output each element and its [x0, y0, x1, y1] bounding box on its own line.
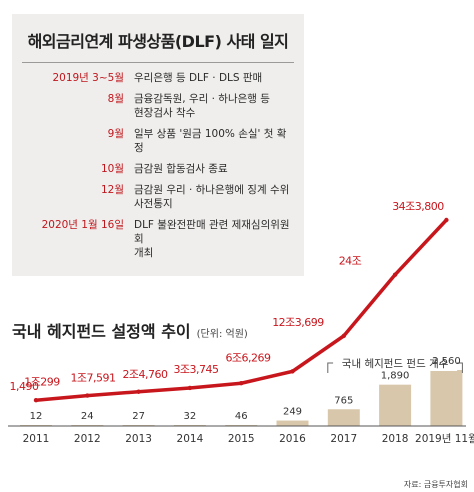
timeline-date: 2020년 1월 16일	[41, 219, 124, 231]
fund-count-bar	[430, 370, 463, 426]
timeline-text: DLF 불완전판매 관련 제재심의위원회 개최	[134, 219, 290, 259]
fund-count-label: 765	[334, 395, 353, 406]
fund-count-label: 12	[30, 411, 43, 422]
timeline-item: 2020년 1월 16일 DLF 불완전판매 관련 제재심의위원회 개최	[22, 218, 294, 260]
chart-title-text: 국내 헤지펀드 설정액 추이	[12, 322, 191, 341]
x-tick-label: 2013	[125, 433, 152, 445]
dlf-timeline-box: 해외금리연계 파생상품(DLF) 사태 일지 2019년 3~5월 우리은행 등…	[12, 14, 304, 276]
fund-count-bar	[225, 424, 258, 426]
fund-count-bar	[327, 409, 360, 426]
x-tick-labels: 2011 2012 2013 2014 2015 2016 2017 2018 2019년 11…	[23, 433, 474, 445]
timeline-item: 12월 금감원 우리 · 하나은행에 징계 수위 사전통지	[22, 183, 294, 211]
timeline-date: 8월	[107, 93, 124, 105]
timeline-text: 금감원 합동검사 종료	[134, 163, 228, 175]
fund-count-bar	[276, 420, 309, 426]
amount-label: 6조6,269	[225, 351, 271, 364]
amount-point	[187, 385, 193, 391]
x-tick-label: 2018	[382, 433, 409, 445]
fund-count-label: 249	[283, 407, 302, 418]
x-tick-label: 2017	[330, 433, 357, 445]
amount-point	[290, 369, 295, 374]
fund-count-label: 24	[81, 411, 94, 422]
amount-label: 34조3,800	[392, 200, 444, 213]
x-tick-label: 2011	[23, 433, 50, 445]
timeline-text: 금감원 우리 · 하나은행에 징계 수위 사전통지	[134, 184, 290, 210]
amount-label: 1조299	[24, 376, 60, 389]
timeline-item: 10월 금감원 합동검사 종료	[22, 162, 294, 176]
legend-backdrop	[333, 353, 458, 371]
x-tick-label: 2014	[177, 433, 204, 445]
bar-series-fund-count	[20, 370, 463, 426]
timeline-item: 8월 금융감독원, 우리 · 하나은행 등 현장검사 착수	[22, 92, 294, 120]
timeline-item: 9월 일부 상품 '원금 100% 손실' 첫 확정	[22, 127, 294, 155]
timeline-date: 2019년 3~5월	[52, 72, 124, 84]
legend-label: 국내 헤지펀드 펀드 개수	[342, 357, 449, 370]
bar-legend: 국내 헤지펀드 펀드 개수	[327, 353, 463, 373]
amount-point	[239, 381, 244, 386]
amount-point	[392, 272, 398, 277]
fund-count-label: 1,890	[381, 371, 410, 382]
fund-count-label: 27	[132, 411, 145, 422]
timeline-title: 해외금리연계 파생상품(DLF) 사태 일지	[27, 32, 289, 51]
timeline-text: 금융감독원, 우리 · 하나은행 등 현장검사 착수	[134, 93, 270, 119]
timeline-divider	[22, 62, 294, 63]
amount-label: 1조7,591	[70, 372, 115, 385]
fund-count-bar	[379, 384, 412, 426]
amount-label: 2조4,760	[122, 368, 168, 381]
amount-label: 1,490	[10, 380, 39, 393]
timeline-text: 일부 상품 '원금 100% 손실' 첫 확정	[134, 128, 287, 154]
amount-point	[136, 389, 141, 394]
fund-count-label: 46	[235, 411, 248, 422]
fund-count-label: 32	[184, 411, 197, 422]
amount-point	[33, 398, 39, 403]
chart-unit: (단위: 억원)	[196, 329, 248, 340]
amount-point	[341, 333, 346, 339]
timeline-list: 2019년 3~5월 우리은행 등 DLF · DLS 판매 8월 금융감독원,…	[22, 71, 294, 260]
amount-point	[444, 217, 449, 223]
line-series-amount	[33, 217, 449, 403]
timeline-date: 10월	[100, 163, 124, 175]
source-note: 자료: 금융투자협회	[403, 480, 468, 489]
amount-label: 3조3,745	[173, 363, 219, 376]
timeline-date: 12월	[100, 184, 124, 196]
timeline-text: 우리은행 등 DLF · DLS 판매	[134, 72, 263, 84]
timeline-date: 9월	[107, 128, 124, 140]
x-tick-label: 2015	[228, 433, 255, 445]
timeline-item: 2019년 3~5월 우리은행 등 DLF · DLS 판매	[22, 71, 294, 85]
amount-label: 12조3,699	[272, 316, 324, 329]
x-tick-label: 2019년 11월	[415, 433, 474, 445]
x-tick-label: 2012	[74, 433, 101, 445]
chart-title: 국내 헤지펀드 설정액 추이 (단위: 억원)	[12, 318, 248, 342]
x-tick-label: 2016	[279, 433, 306, 445]
amount-point	[85, 393, 90, 398]
amount-label: 24조	[339, 255, 362, 268]
fund-count-label: 2,560	[432, 356, 461, 367]
